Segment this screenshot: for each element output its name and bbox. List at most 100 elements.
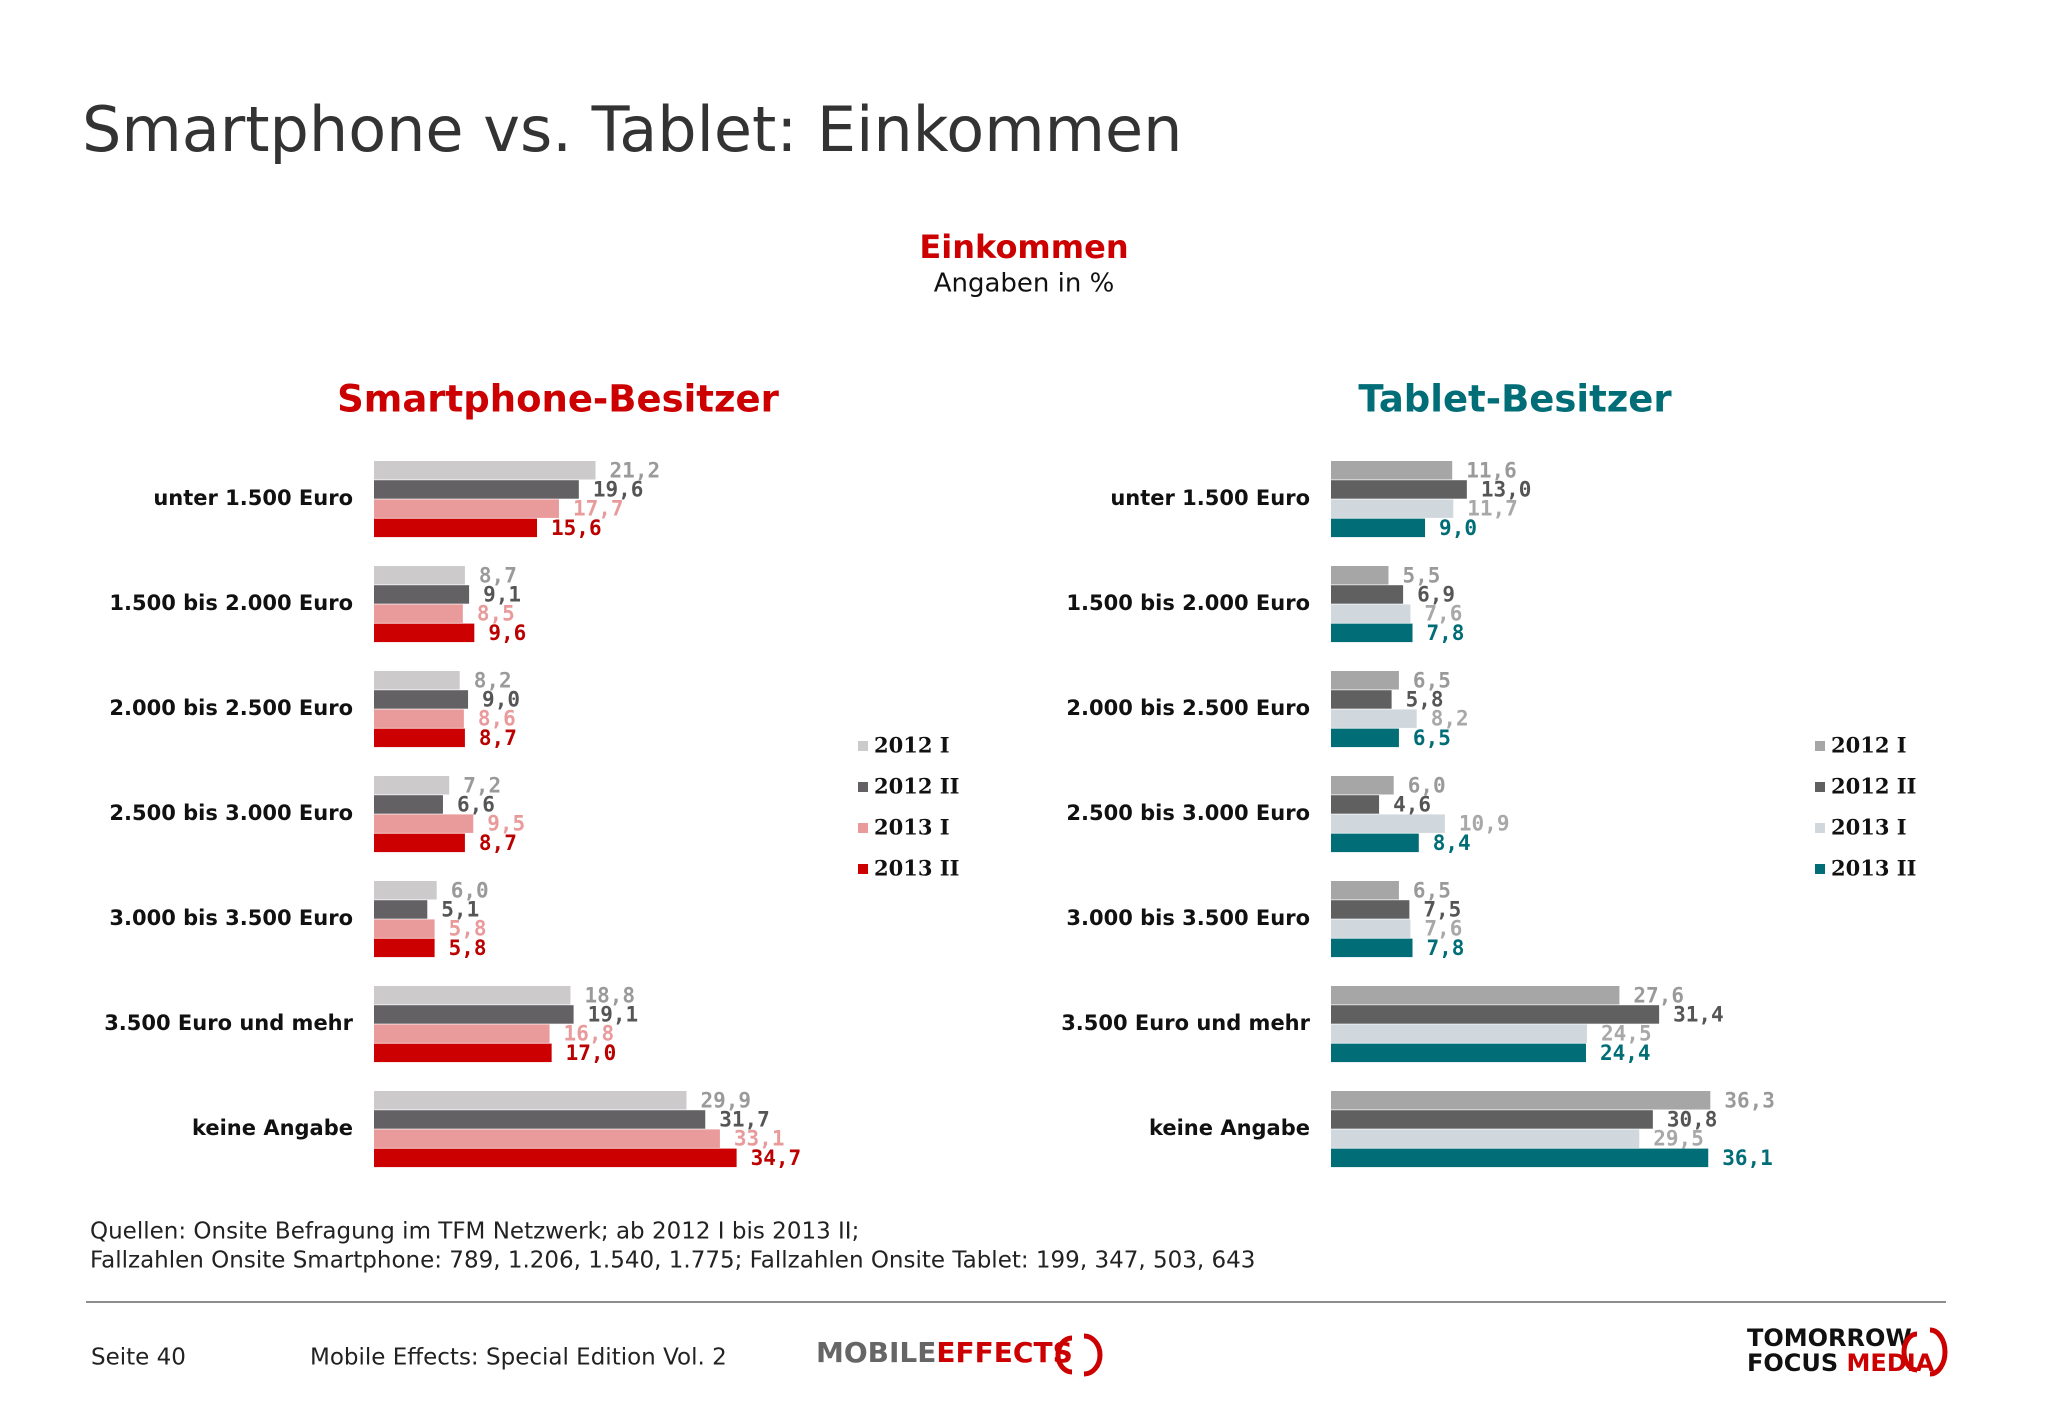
- value-label: 17,0: [566, 1041, 617, 1065]
- bar: [1331, 709, 1417, 728]
- bar: [374, 1043, 552, 1063]
- value-label: 9,5: [487, 812, 525, 836]
- legend-label: 2012 II: [1831, 774, 1916, 799]
- value-label: 7,2: [463, 773, 501, 797]
- bar: [374, 566, 465, 585]
- value-label: 5,1: [441, 897, 479, 921]
- bar: [374, 585, 470, 604]
- logo-part: EFFECTS: [936, 1336, 1072, 1369]
- section-note: Angaben in %: [934, 269, 1115, 299]
- bar: [1331, 566, 1389, 585]
- value-label: 8,5: [477, 602, 515, 626]
- logo-mark: [1929, 1327, 1948, 1377]
- logo-mark: [1901, 1331, 1918, 1373]
- bar: [1331, 499, 1454, 518]
- value-label: 36,1: [1722, 1146, 1773, 1170]
- legend-swatch: [1815, 823, 1825, 833]
- bar: [1331, 1148, 1709, 1168]
- legend-swatch: [1815, 741, 1825, 751]
- value-label: 29,5: [1653, 1127, 1704, 1151]
- value-label: 7,8: [1427, 621, 1465, 645]
- category-label: 1.500 bis 2.000 Euro: [109, 591, 353, 615]
- value-label: 17,7: [573, 497, 624, 521]
- value-label: 19,6: [593, 477, 644, 501]
- bar: [374, 623, 475, 643]
- category-label: 3.000 bis 3.500 Euro: [1066, 906, 1310, 930]
- value-label: 6,0: [451, 878, 489, 902]
- value-label: 18,8: [584, 983, 635, 1007]
- bar: [1331, 623, 1413, 643]
- legend-swatch: [858, 864, 868, 874]
- chart-title: Tablet-Besitzer: [1358, 378, 1672, 421]
- category-label: unter 1.500 Euro: [1110, 486, 1310, 510]
- bar: [1331, 986, 1620, 1005]
- bar: [1331, 919, 1411, 938]
- bar: [374, 919, 435, 938]
- bar: [1331, 480, 1467, 499]
- value-label: 9,6: [488, 621, 526, 645]
- bar: [1331, 604, 1411, 623]
- category-label: 3.500 Euro und mehr: [104, 1011, 353, 1035]
- bar: [374, 1091, 687, 1110]
- bar: [374, 795, 443, 814]
- bar: [374, 604, 463, 623]
- category-label: keine Angabe: [192, 1116, 353, 1140]
- bar: [374, 776, 450, 795]
- logo-tomorrow: TOMORROW: [1747, 1324, 1912, 1352]
- category-label: 1.500 bis 2.000 Euro: [1066, 591, 1310, 615]
- value-label: 9,0: [482, 687, 520, 711]
- value-label: 8,2: [474, 668, 512, 692]
- legend-label: 2012 II: [874, 774, 959, 799]
- value-label: 9,1: [483, 582, 521, 606]
- legend-label: 2013 II: [1831, 856, 1916, 881]
- chart-title: Smartphone-Besitzer: [337, 378, 779, 421]
- value-label: 6,5: [1413, 726, 1451, 750]
- logo-part: MOBILE: [816, 1336, 936, 1369]
- category-label: keine Angabe: [1149, 1116, 1310, 1140]
- value-label: 30,8: [1667, 1107, 1718, 1131]
- value-label: 31,7: [719, 1107, 770, 1131]
- bar: [374, 1024, 550, 1043]
- legend-label: 2012 I: [1831, 733, 1907, 758]
- legend-swatch: [858, 782, 868, 792]
- category-label: 2.000 bis 2.500 Euro: [1066, 696, 1310, 720]
- bar: [374, 1148, 737, 1168]
- bar: [374, 833, 465, 853]
- bar: [1331, 690, 1392, 709]
- category-label: 3.000 bis 3.500 Euro: [109, 906, 353, 930]
- category-label: 2.500 bis 3.000 Euro: [1066, 801, 1310, 825]
- value-label: 9,0: [1439, 516, 1477, 540]
- value-label: 6,5: [1413, 668, 1451, 692]
- legend-swatch: [1815, 782, 1825, 792]
- value-label: 24,5: [1601, 1022, 1652, 1046]
- value-label: 8,7: [479, 726, 517, 750]
- value-label: 15,6: [551, 516, 602, 540]
- bar: [374, 480, 579, 499]
- value-label: 5,8: [449, 936, 487, 960]
- logo-part: MEDIA: [1847, 1349, 1935, 1377]
- bar: [1331, 1129, 1640, 1148]
- bar: [1331, 1110, 1653, 1129]
- value-label: 8,2: [1431, 707, 1469, 731]
- value-label: 8,4: [1433, 831, 1471, 855]
- section-title: Einkommen: [919, 228, 1128, 266]
- bar: [374, 1110, 706, 1129]
- bar: [1331, 795, 1380, 814]
- source-line: Fallzahlen Onsite Smartphone: 789, 1.206…: [90, 1248, 1255, 1274]
- bar: [1331, 728, 1399, 748]
- legend-label: 2013 I: [1831, 815, 1907, 840]
- category-label: unter 1.500 Euro: [153, 486, 353, 510]
- legend-label: 2013 II: [874, 856, 959, 881]
- value-label: 8,7: [479, 563, 517, 587]
- legend-swatch: [858, 741, 868, 751]
- value-label: 10,9: [1459, 812, 1510, 836]
- logo-mobile-effects: MOBILEEFFECTS: [816, 1336, 1073, 1369]
- logo-mark: [1055, 1335, 1073, 1375]
- value-label: 6,9: [1417, 582, 1455, 606]
- bar: [374, 690, 469, 709]
- legend-swatch: [1815, 864, 1825, 874]
- bar: [1331, 671, 1399, 690]
- value-label: 8,7: [479, 831, 517, 855]
